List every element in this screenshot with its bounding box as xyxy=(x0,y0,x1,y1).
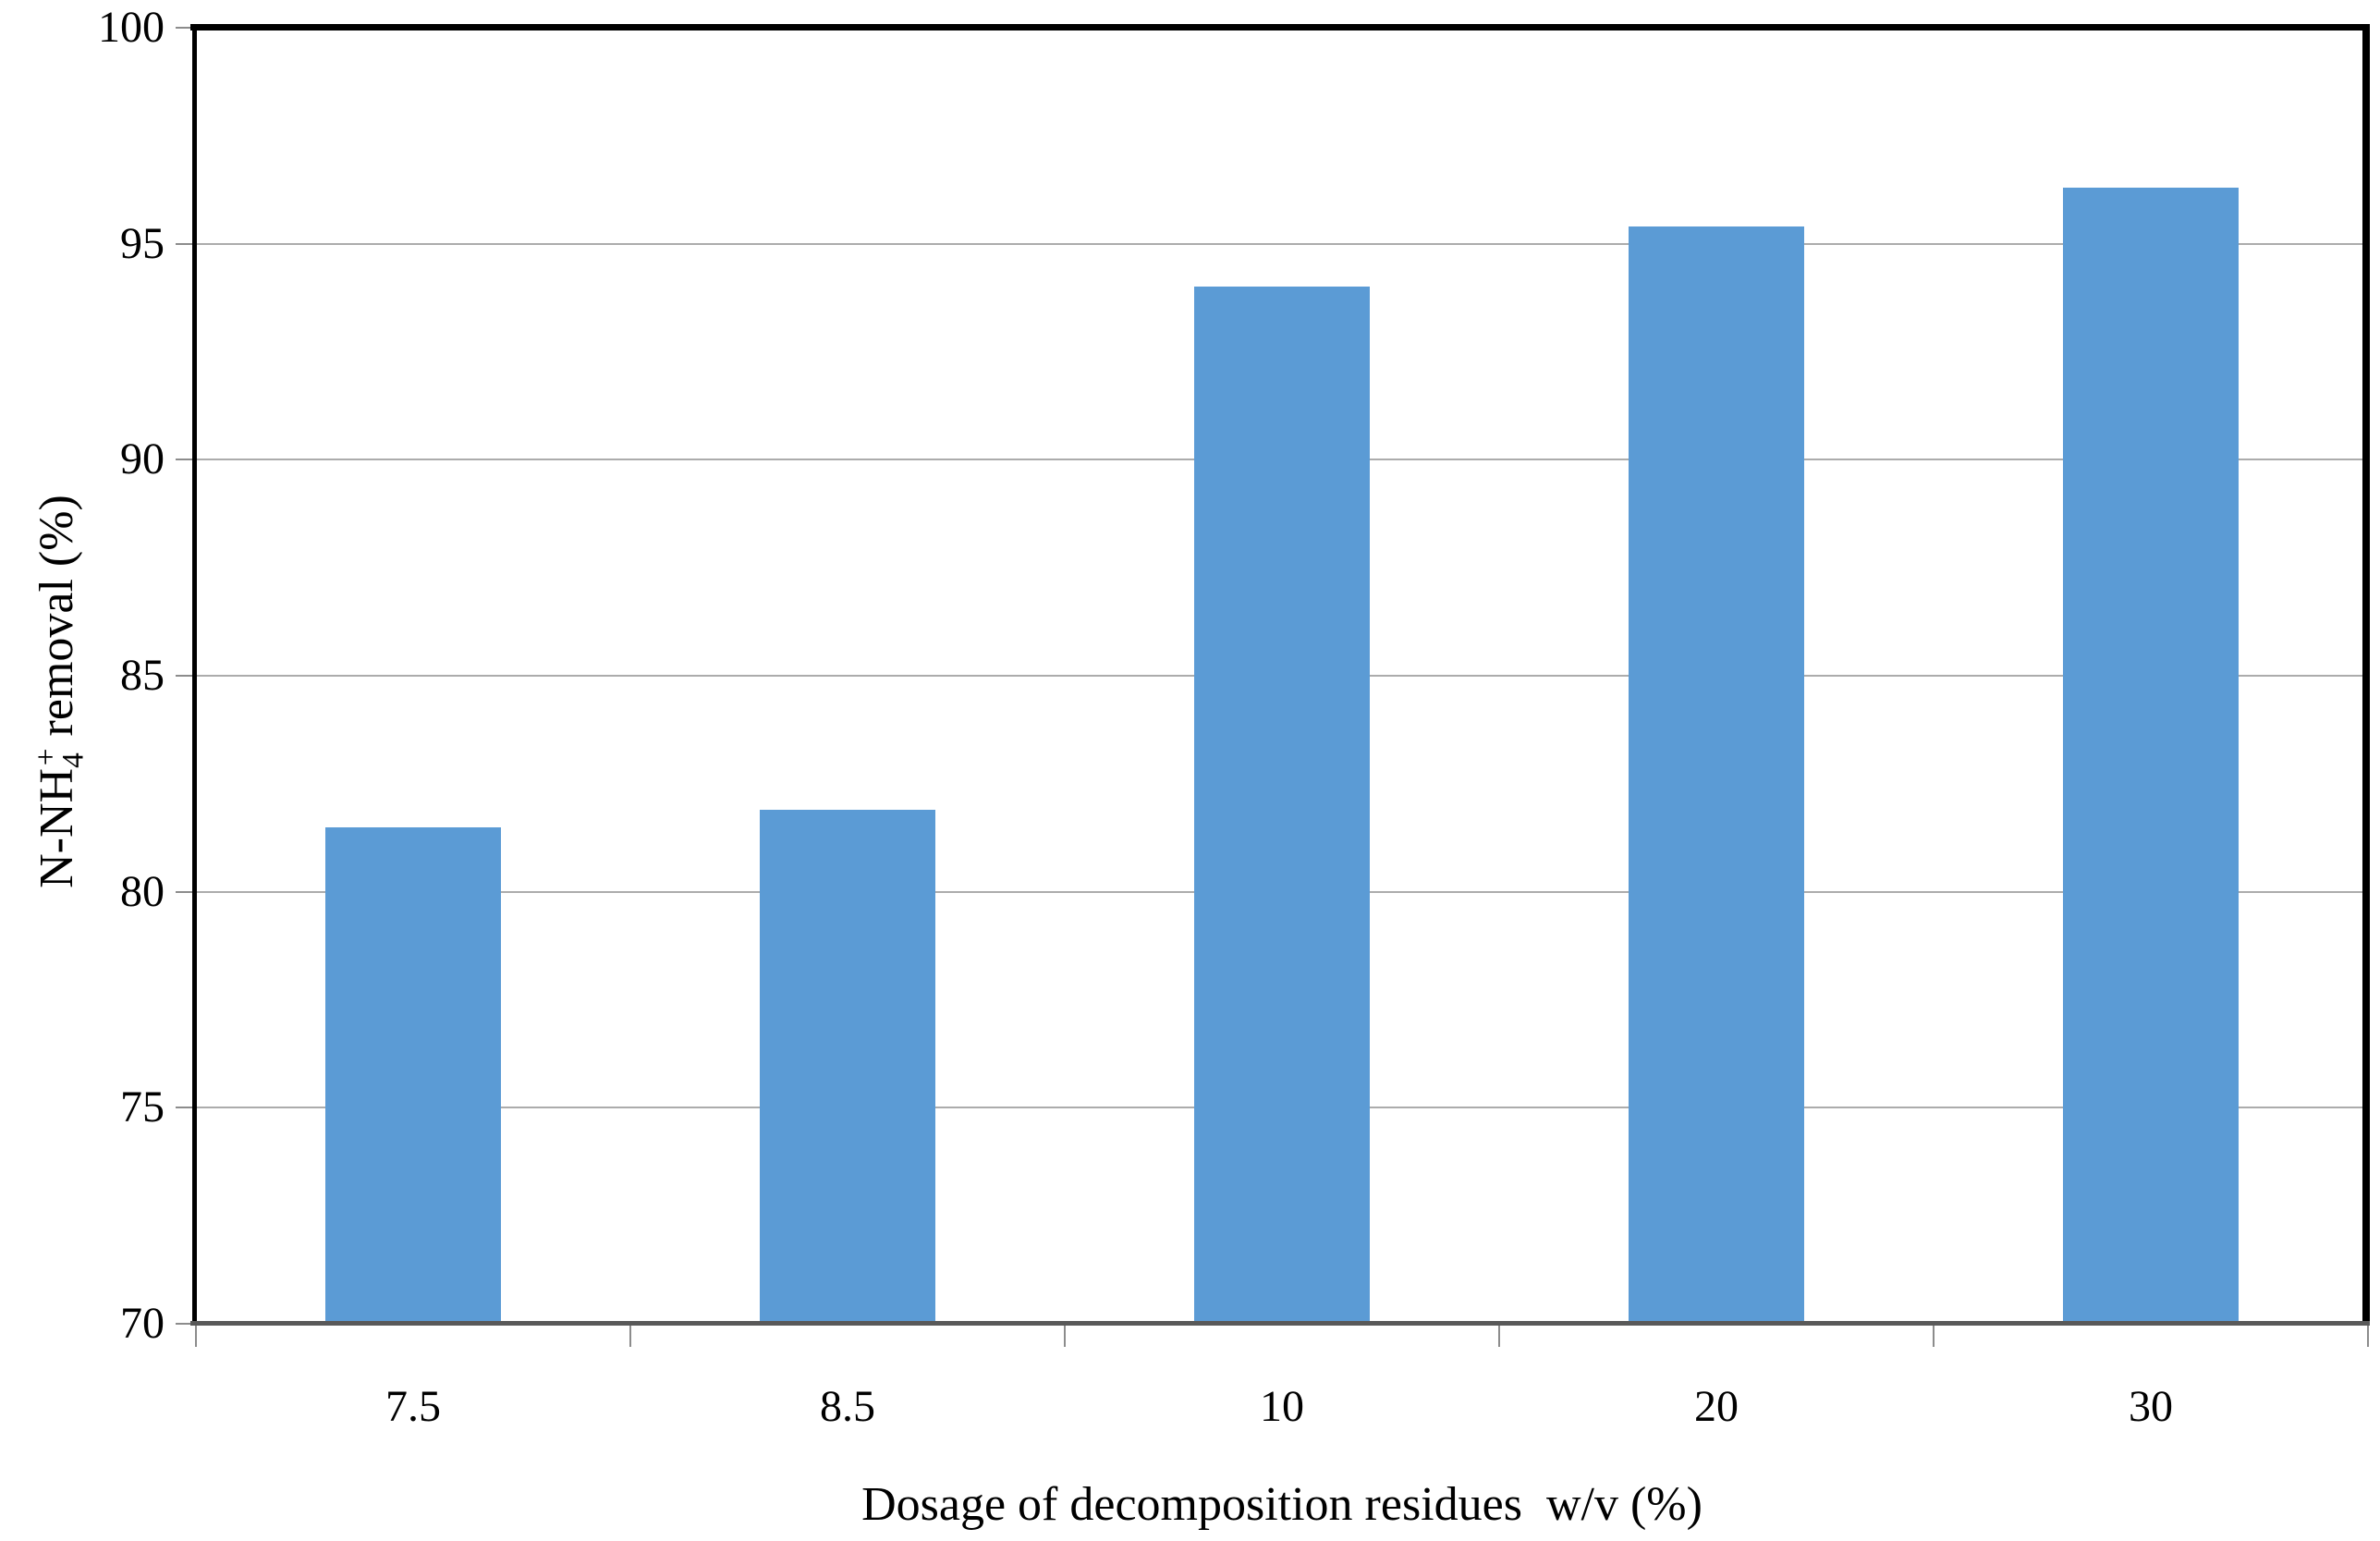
y-tick-95 xyxy=(176,242,196,245)
y-tick-label-95: 95 xyxy=(120,218,165,268)
plot-border-right xyxy=(2362,24,2370,1326)
y-tick-75 xyxy=(176,1107,196,1109)
x-tick-label-10: 10 xyxy=(1260,1382,1304,1431)
y-tick-label-75: 75 xyxy=(120,1082,165,1132)
x-tick-4 xyxy=(1933,1325,1935,1347)
x-axis-title: Dosage of decomposition residues w/v (%) xyxy=(861,1478,1703,1531)
y-tick-85 xyxy=(176,675,196,677)
y-tick-label-100: 100 xyxy=(98,3,165,52)
bar-30 xyxy=(2063,187,2239,1324)
bar-7.5 xyxy=(325,826,501,1324)
x-tick-3 xyxy=(1498,1325,1500,1347)
x-tick-0 xyxy=(195,1325,197,1347)
bar-8.5 xyxy=(760,809,935,1324)
bar-20 xyxy=(1629,226,1804,1324)
y-axis-line xyxy=(192,24,197,1326)
y-title-superscript: + xyxy=(28,748,63,766)
x-tick-label-8.5: 8.5 xyxy=(820,1382,875,1431)
gridline-95 xyxy=(196,242,2368,245)
x-tick-label-30: 30 xyxy=(2129,1382,2173,1431)
y-title-suffix: removal (%) xyxy=(31,495,83,749)
x-tick-5 xyxy=(2367,1325,2369,1347)
y-tick-80 xyxy=(176,890,196,893)
x-axis-line xyxy=(190,1321,2370,1326)
x-tick-label-7.5: 7.5 xyxy=(385,1382,441,1431)
y-tick-70 xyxy=(176,1323,196,1325)
y-axis-title: N-NH4+ removal (%) xyxy=(28,495,91,888)
x-tick-label-20: 20 xyxy=(1694,1382,1739,1431)
y-tick-label-85: 85 xyxy=(120,651,165,700)
y-tick-90 xyxy=(176,459,196,461)
x-tick-1 xyxy=(629,1325,631,1347)
y-title-prefix: N-NH xyxy=(31,767,83,888)
y-tick-label-70: 70 xyxy=(120,1299,165,1348)
y-tick-100 xyxy=(176,27,196,29)
y-tick-label-80: 80 xyxy=(120,866,165,916)
x-tick-2 xyxy=(1064,1325,1066,1347)
plot-border-top xyxy=(190,24,2370,31)
bar-10 xyxy=(1194,287,1370,1324)
y-tick-label-90: 90 xyxy=(120,434,165,484)
